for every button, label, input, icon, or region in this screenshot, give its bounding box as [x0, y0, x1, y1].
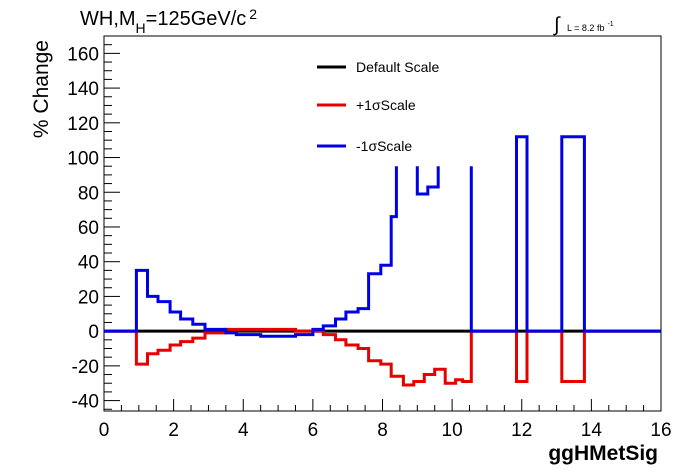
lumi-text: L = 8.2 fb [567, 23, 604, 33]
x-tick-label: 8 [377, 420, 388, 441]
series-line-2 [415, 166, 440, 196]
title-superscript: 2 [249, 6, 257, 22]
x-tick-label: 0 [99, 420, 110, 441]
y-tick-label: 0 [88, 322, 99, 343]
x-tick-label: 12 [511, 420, 532, 441]
title-main: WH,M [80, 8, 136, 30]
x-tick-label: 10 [442, 420, 463, 441]
plot-frame [103, 35, 662, 412]
legend-label: -1σScale [356, 138, 412, 154]
y-axis-label: % Change [30, 40, 53, 138]
axis-ticks: 0 2 4 6 8 10 12 14 16 -40 -20 0 20 40 60 80 100 120 140 160 [67, 35, 672, 441]
lumi-label: L = 8.2 fb -1 [567, 21, 614, 33]
y-tick-label: 20 [78, 287, 99, 308]
legend: Default Scale +1σScale -1σScale [317, 59, 439, 154]
x-tick-label: 4 [238, 420, 249, 441]
y-tick-label: 40 [78, 253, 99, 274]
x-tick-label: 14 [581, 420, 603, 441]
series-line-2 [104, 166, 398, 338]
title-equation: =125GeV/c [146, 8, 247, 30]
y-tick-label: 60 [78, 218, 99, 239]
x-tick-label: 16 [650, 420, 671, 441]
legend-label: Default Scale [356, 59, 439, 75]
series-line-1 [104, 327, 661, 387]
y-tick-label: 100 [67, 149, 99, 170]
y-tick-label: 140 [67, 79, 99, 100]
title-subscript: H [136, 20, 146, 36]
x-tick-label: 6 [308, 420, 319, 441]
legend-label: +1σScale [356, 97, 416, 113]
x-axis-label: ggHMetSig [548, 442, 658, 465]
series-layer [104, 135, 661, 387]
y-tick-label: 160 [67, 44, 99, 65]
chart-title: WH,MH=125GeV/c 2 [80, 6, 257, 36]
y-tick-label: 80 [78, 183, 99, 204]
lumi-superscript: -1 [607, 21, 613, 28]
lumi-integral-sign: ∫ [553, 14, 561, 36]
y-tick-label: -40 [72, 392, 99, 413]
series-line-2 [469, 135, 661, 333]
x-tick-label: 2 [168, 420, 179, 441]
y-tick-label: -20 [72, 357, 99, 378]
y-tick-label: 120 [67, 114, 99, 135]
